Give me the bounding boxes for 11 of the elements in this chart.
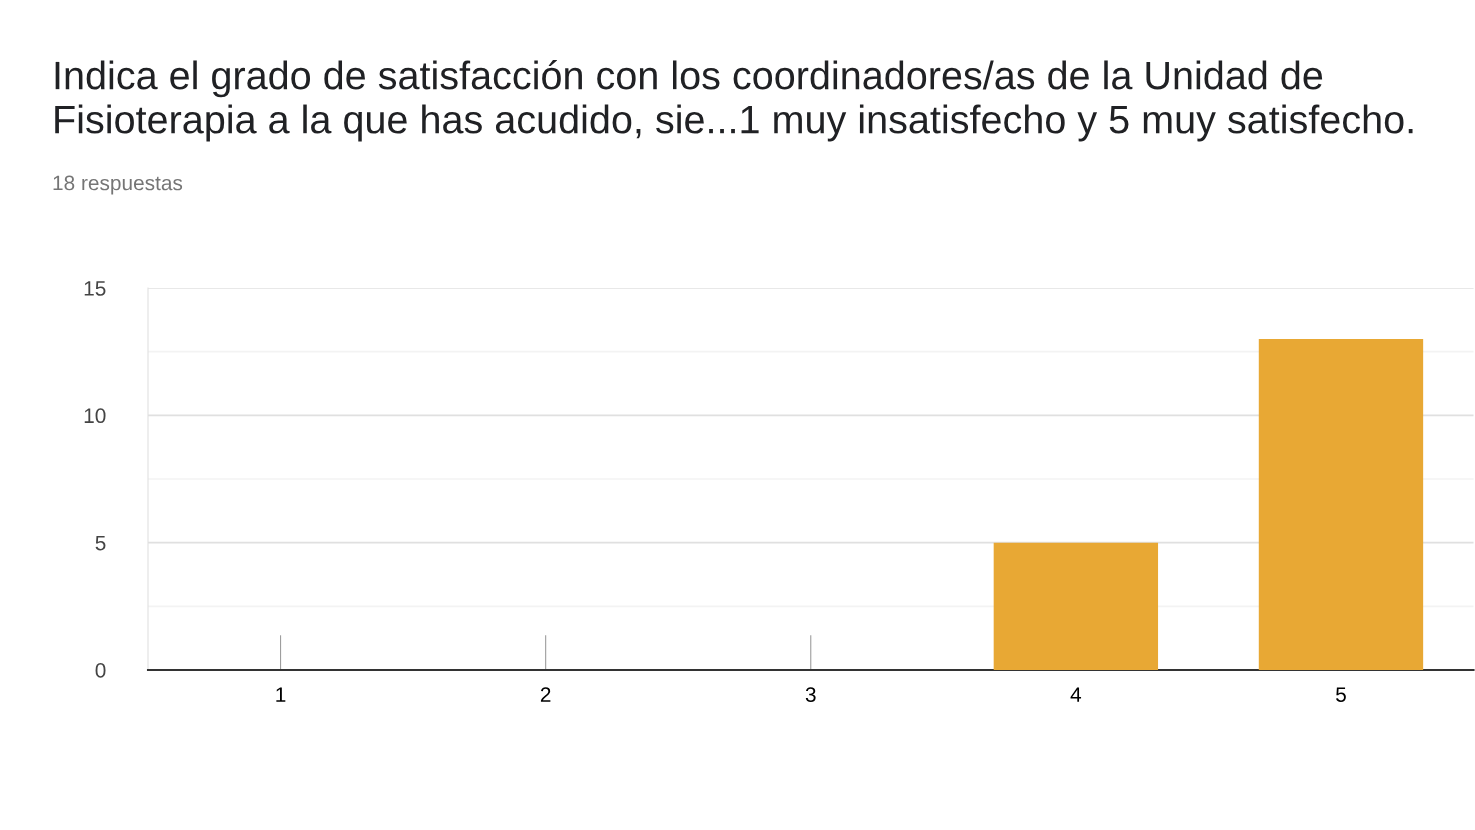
y-tick-label: 10 [84, 408, 106, 424]
x-tick-label: 1 [276, 687, 286, 702]
y-tick-label: 5 [95, 535, 106, 551]
x-tick-label: 4 [1070, 687, 1082, 702]
y-tick-label: 15 [84, 281, 106, 296]
x-tick-label: 5 [1336, 687, 1346, 702]
y-tick-label: 0 [95, 663, 106, 678]
x-tick-label: 2 [540, 687, 551, 702]
chart-subtitle: 18 respuestas [53, 175, 183, 195]
x-tick-label: 3 [805, 687, 816, 702]
chart-title: Indica el grado de satisfacción con los coordinadores/as de la Unidad de Fisioterapia a la que has acudido, sie...1 muy insatisfecho y 5 muy satisfecho. [55, 60, 1413, 142]
